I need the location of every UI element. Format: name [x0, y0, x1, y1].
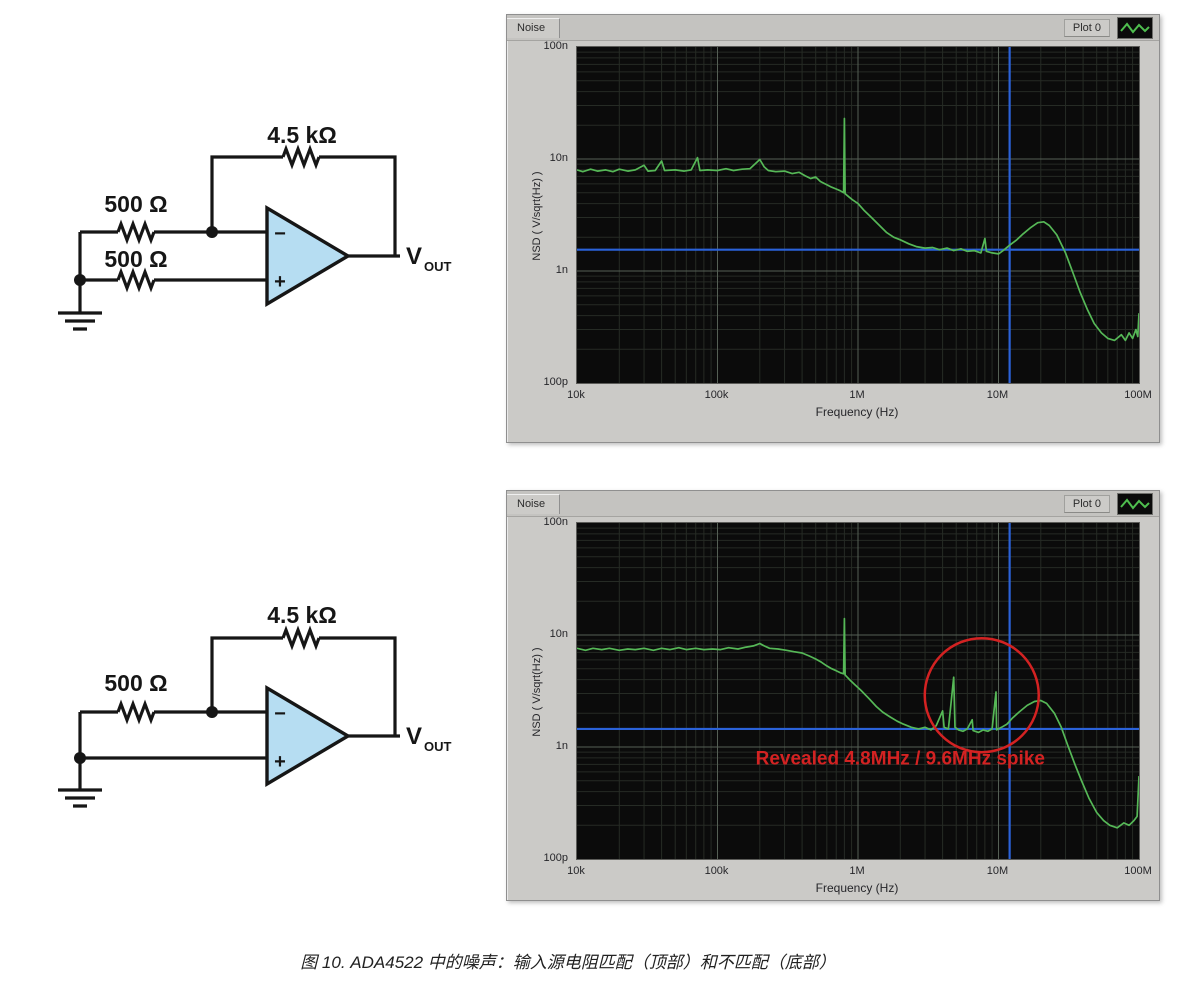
x-axis-label: Frequency (Hz): [815, 881, 899, 895]
noninverting-input-sign: +: [274, 271, 286, 293]
noise-curve: [576, 117, 1140, 342]
node-dot: [206, 706, 218, 718]
noise-chart-svg: Revealed 4.8MHz / 9.6MHz spike: [576, 523, 1140, 859]
tab-strip: Noise Plot 0: [507, 15, 1159, 41]
x-tick-labels: 10k 100k 1M 10M 100M: [567, 389, 1152, 403]
x-tick-label: 100M: [1124, 389, 1152, 401]
noise-curve: [576, 617, 1140, 829]
tab-label: Noise: [517, 21, 546, 34]
vout-subscript: OUT: [424, 259, 452, 274]
x-tick-label: 10k: [567, 389, 585, 401]
plot-legend: Plot 0: [1063, 492, 1159, 515]
noninverting-input-sign: +: [274, 751, 286, 773]
inverting-input-sign: −: [274, 703, 286, 725]
plot-body: NSD ( V/sqrt(Hz) ) 100n 10n 1n 100p Reveale…: [507, 516, 1159, 899]
waveform-legend-icon: [1117, 492, 1153, 515]
node-dot: [74, 752, 86, 764]
feedback-wire-right: [319, 155, 397, 256]
plot-body: NSD ( V/sqrt(Hz) ) 100n 10n 1n 100p 10k 100k…: [507, 40, 1159, 441]
bias-resistor-symbol: [116, 267, 156, 293]
node-dot: [206, 226, 218, 238]
vout-subscript: OUT: [424, 739, 452, 754]
x-tick-labels: 10k 100k 1M 10M 100M: [567, 865, 1152, 879]
noise-chart-svg: [576, 47, 1140, 383]
feedback-resistor-label: 4.5 kΩ: [267, 122, 337, 148]
plot-legend: Plot 0: [1063, 16, 1159, 39]
y-tick-labels: 100n 10n 1n 100p: [507, 516, 571, 864]
y-tick-labels: 100n 10n 1n 100p: [507, 40, 571, 388]
y-tick-label: 1n: [555, 264, 568, 276]
tab-noise: Noise: [507, 17, 561, 38]
ground-symbol: [58, 311, 102, 331]
x-axis-label: Frequency (Hz): [815, 405, 899, 419]
waveform-legend-icon: [1117, 16, 1153, 39]
input-resistor-label: 500 Ω: [104, 670, 167, 696]
x-tick-label: 100M: [1124, 865, 1152, 877]
y-tick-label: 100p: [543, 852, 568, 864]
x-tick-label: 100k: [704, 865, 729, 877]
feedback-wire-left: [210, 155, 283, 232]
input-resistor-label: 500 Ω: [104, 191, 167, 217]
tab-label: Noise: [517, 497, 546, 510]
feedback-resistor-symbol: [281, 144, 321, 170]
x-tick-label: 1M: [849, 389, 865, 401]
input-resistor-symbol: [116, 699, 156, 725]
x-tick-label: 100k: [704, 389, 729, 401]
circuit-diagram-matched: 4.5 kΩ 500 Ω 500 Ω − + V OUT: [58, 122, 452, 331]
y-tick-label: 100n: [543, 516, 568, 528]
vout-label: V: [406, 243, 422, 270]
legend-label: Plot 0: [1063, 494, 1110, 513]
feedback-resistor-label: 4.5 kΩ: [267, 602, 337, 628]
annotation-text: Revealed 4.8MHz / 9.6MHz spike: [756, 748, 1045, 769]
ground-symbol: [58, 788, 102, 808]
x-tick-label: 10M: [986, 865, 1009, 877]
y-tick-label: 100p: [543, 376, 568, 388]
tab-strip: Noise Plot 0: [507, 491, 1159, 517]
figure-caption: 图 10. ADA4522 中的噪声：输入源电阻匹配（顶部）和不匹配（底部）: [300, 953, 836, 972]
opamp-triangle: [265, 685, 352, 787]
x-tick-label: 10k: [567, 865, 585, 877]
inverting-input-sign: −: [274, 223, 286, 245]
input-resistor-symbol: [116, 219, 156, 245]
node-dot: [74, 274, 86, 286]
y-tick-label: 1n: [555, 740, 568, 752]
vout-label: V: [406, 723, 422, 750]
noise-plot-window-bottom: Noise Plot 0 NSD ( V/sqrt(Hz) ) 100n 10n 1…: [506, 490, 1160, 901]
circuit-wires: [58, 144, 400, 331]
circuit-wires: [58, 625, 400, 808]
noise-plot-window-top: Noise Plot 0 NSD ( V/sqrt(Hz) ) 100n 10n 1…: [506, 14, 1160, 443]
circuit-diagram-unmatched: 4.5 kΩ 500 Ω − + V OUT: [58, 602, 452, 808]
x-tick-label: 10M: [986, 389, 1009, 401]
feedback-resistor-symbol: [281, 625, 321, 651]
legend-label: Plot 0: [1063, 18, 1110, 37]
highlight-circle: [923, 636, 1041, 754]
y-tick-label: 10n: [549, 152, 568, 164]
y-tick-label: 10n: [549, 628, 568, 640]
plot-area: Revealed 4.8MHz / 9.6MHz spike: [576, 522, 1140, 860]
y-tick-label: 100n: [543, 40, 568, 52]
bias-resistor-label: 500 Ω: [104, 246, 167, 272]
tab-noise: Noise: [507, 493, 561, 514]
feedback-wire-left: [210, 636, 283, 712]
opamp-triangle: [265, 205, 352, 307]
plot-area: [576, 46, 1140, 384]
x-tick-label: 1M: [849, 865, 865, 877]
feedback-wire-right: [319, 636, 397, 736]
